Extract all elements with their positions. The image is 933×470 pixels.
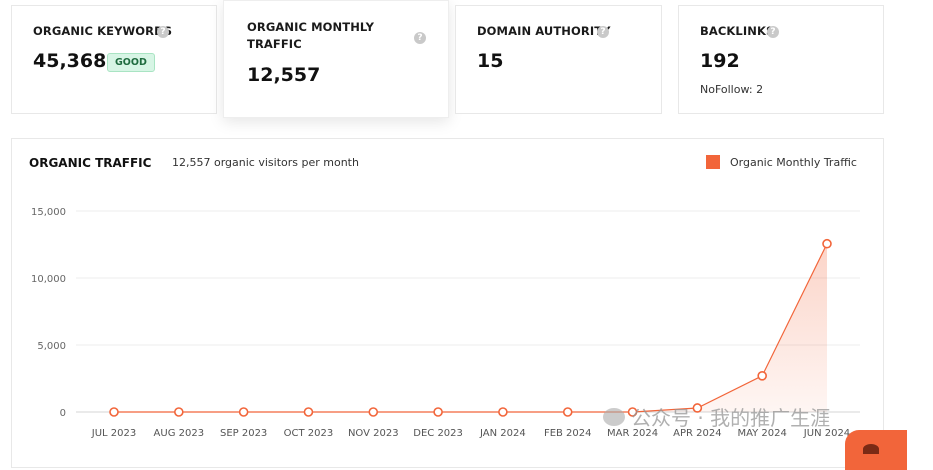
help-icon[interactable]: ? [767, 26, 779, 38]
watermark: 公众号 · 我的推广生涯 [603, 402, 830, 431]
card-value: 45,368 [33, 50, 107, 72]
card-label: ORGANIC KEYWORDS [33, 24, 173, 38]
watermark-text: 公众号 · 我的推广生涯 [631, 406, 831, 430]
nofollow-count: NoFollow: 2 [700, 83, 764, 96]
card-label: ORGANIC MONTHLY [247, 20, 374, 34]
wechat-icon [603, 407, 625, 426]
card-label: DOMAIN AUTHORITY [477, 24, 611, 38]
chat-icon [863, 444, 879, 454]
metric-card-backlinks: BACKLINKS ? 192 NoFollow: 2 [678, 5, 884, 114]
chart-subtitle: 12,557 organic visitors per month [172, 156, 359, 169]
chat-widget-button[interactable] [845, 430, 907, 470]
metric-card-domain-authority: DOMAIN AUTHORITY ? 15 [455, 5, 662, 114]
chart-title: ORGANIC TRAFFIC [29, 156, 152, 170]
card-value: 15 [477, 50, 504, 72]
card-label-line2: TRAFFIC [247, 37, 302, 51]
legend-swatch [706, 155, 720, 169]
metric-card-organic-monthly-traffic: ORGANIC MONTHLY TRAFFIC ? 12,557 [223, 0, 449, 118]
card-value: 12,557 [247, 64, 321, 86]
card-value: 192 [700, 50, 740, 72]
chart-legend[interactable]: Organic Monthly Traffic [706, 155, 857, 169]
help-icon[interactable]: ? [597, 26, 609, 38]
help-icon[interactable]: ? [157, 26, 169, 38]
legend-label: Organic Monthly Traffic [730, 155, 857, 169]
status-badge: GOOD [107, 53, 155, 72]
card-label: BACKLINKS [700, 24, 775, 38]
help-icon[interactable]: ? [414, 32, 426, 44]
metric-card-organic-keywords: ORGANIC KEYWORDS ? 45,368 GOOD [11, 5, 217, 114]
